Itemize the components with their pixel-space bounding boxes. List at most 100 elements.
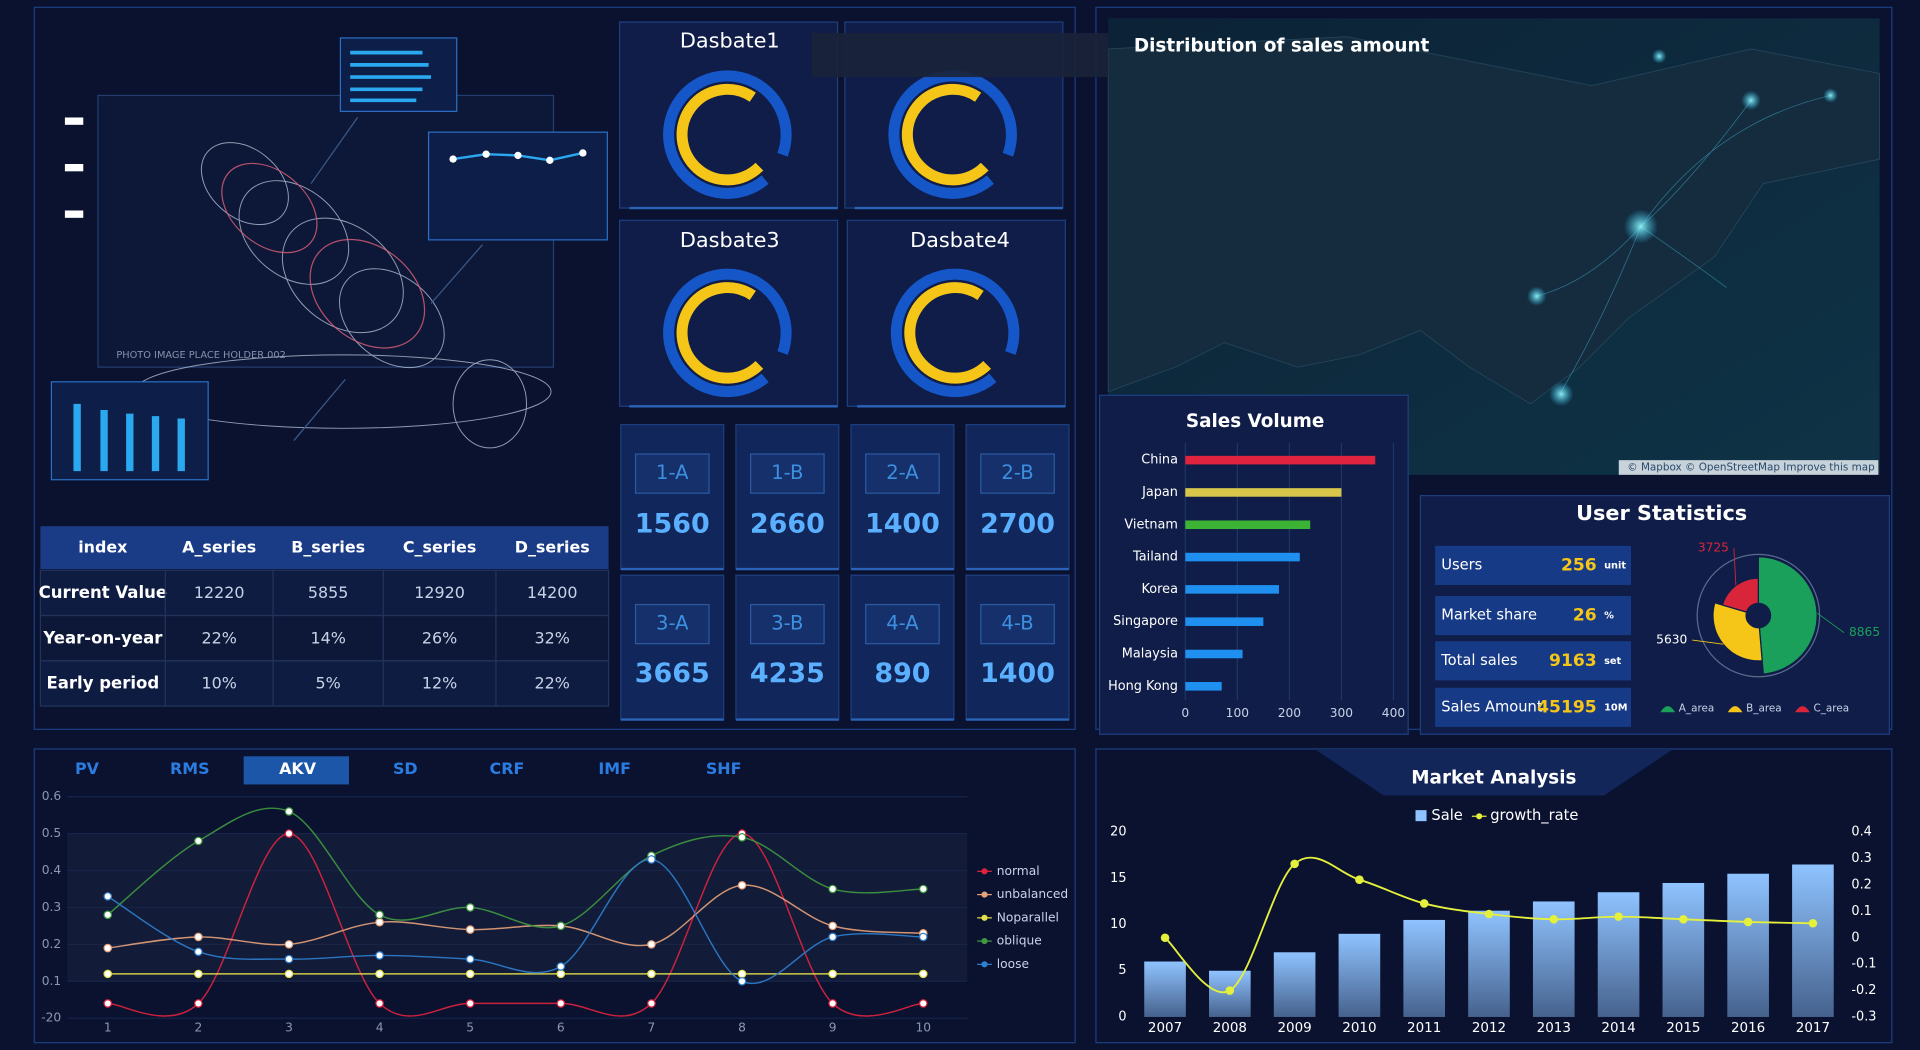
pie-slice	[1712, 601, 1763, 662]
stat-label: Users	[1441, 556, 1482, 573]
tile-value: 4235	[750, 658, 825, 689]
tile	[965, 424, 1070, 570]
x-tick-label: 2008	[1213, 1021, 1247, 1036]
legend-icon	[1727, 706, 1743, 713]
tab[interactable]: SD	[393, 759, 418, 778]
line-point	[375, 910, 384, 920]
tile-value: 890	[874, 658, 930, 689]
line-point	[375, 969, 384, 979]
legend-icon	[981, 914, 988, 921]
line-point	[465, 969, 475, 979]
tile	[735, 574, 840, 721]
table-cell: 14%	[310, 628, 345, 647]
map-attribution[interactable]: © Mapbox © OpenStreetMap Improve this ma…	[1627, 461, 1875, 473]
tab[interactable]: CRF	[490, 759, 525, 778]
y-tick-label: Malaysia	[1122, 646, 1178, 661]
x-tick-label: 0	[1181, 706, 1189, 720]
tile	[850, 424, 955, 570]
line-point	[737, 976, 747, 986]
stat-unit: 10M	[1604, 702, 1627, 713]
gauge-arc	[676, 282, 764, 384]
tile-label-box	[865, 603, 940, 645]
stat-unit: set	[1604, 656, 1621, 667]
x-tick-label: 4	[376, 1020, 384, 1034]
legend-label: unbalanced	[997, 887, 1068, 901]
x-tick-label: 300	[1330, 706, 1353, 720]
tab[interactable]: RMS	[170, 759, 210, 778]
table-header: D_series	[515, 538, 590, 557]
tab[interactable]: IMF	[598, 759, 631, 778]
line-point	[375, 999, 384, 1008]
line-point	[284, 940, 294, 949]
y-tick-label: Korea	[1142, 582, 1178, 597]
line-point	[284, 807, 294, 816]
line-point	[1290, 859, 1299, 869]
tile-value: 1560	[635, 509, 710, 540]
line-point	[918, 932, 928, 942]
legend-label: oblique	[997, 934, 1042, 948]
stat-value: 45195	[1537, 697, 1597, 717]
bar	[1144, 961, 1186, 1017]
pie-leader	[1692, 639, 1724, 645]
legend-label: normal	[997, 864, 1040, 878]
tab[interactable]: AKV	[279, 759, 317, 778]
line-point	[737, 880, 747, 890]
pie-leader	[1733, 548, 1737, 586]
line-point	[1549, 915, 1559, 924]
pie-outline	[1696, 553, 1821, 678]
bar	[1597, 892, 1640, 1017]
line-point	[737, 833, 747, 842]
line-point	[465, 903, 475, 912]
tile-label-box	[634, 603, 710, 645]
x-tick-label: 2	[194, 1020, 202, 1034]
tile-label: 4-A	[886, 612, 919, 635]
gauge-track	[663, 268, 792, 398]
y-tick-label: 0.3	[42, 900, 61, 914]
table-cell: 32%	[535, 628, 570, 647]
gauge-title: Dasbate3	[680, 228, 780, 252]
gauge-title: Dasbate1	[680, 29, 780, 53]
legend-icon	[1795, 706, 1810, 713]
y2-tick-label: -0.3	[1851, 1009, 1876, 1024]
legend-label: A_area	[1679, 703, 1714, 715]
x-tick-label: 2012	[1472, 1021, 1506, 1036]
legend-icon	[1476, 813, 1483, 820]
line-point	[1743, 917, 1753, 927]
line-point	[1679, 915, 1688, 924]
tile-value: 1400	[865, 509, 940, 540]
table-cell: 10%	[201, 674, 236, 693]
line-point	[103, 892, 113, 901]
tile	[620, 574, 725, 721]
line-point	[194, 836, 203, 846]
line	[107, 884, 924, 949]
line-point	[556, 969, 566, 979]
tile-label-box	[865, 453, 940, 494]
line	[107, 858, 924, 984]
tab[interactable]: PV	[75, 759, 100, 778]
table-row-label: Year-on-year	[42, 628, 163, 647]
y-tick-label: 0.4	[42, 863, 62, 877]
y2-tick-label: 0.1	[1851, 904, 1871, 919]
y-tick-label: 15	[1110, 871, 1126, 886]
stat-value: 256	[1561, 555, 1597, 575]
line-point	[284, 829, 294, 838]
tile-value: 3665	[635, 658, 710, 689]
tab[interactable]: SHF	[706, 759, 742, 778]
bar	[1185, 455, 1376, 465]
y-tick-label: Singapore	[1113, 614, 1178, 629]
table-cell: 12%	[422, 674, 457, 693]
table-header: B_series	[291, 538, 365, 557]
legend-icon	[981, 938, 988, 945]
bar	[1185, 649, 1243, 659]
legend-icon	[981, 891, 988, 898]
y-tick-label: 20	[1110, 825, 1126, 840]
legend-icon	[981, 868, 988, 875]
line-point	[1355, 875, 1364, 884]
bar	[1185, 552, 1300, 562]
x-tick-label: 6	[557, 1020, 565, 1034]
line-point	[556, 999, 566, 1008]
x-tick-label: 3	[285, 1020, 293, 1034]
x-tick-label: 10	[915, 1020, 931, 1034]
